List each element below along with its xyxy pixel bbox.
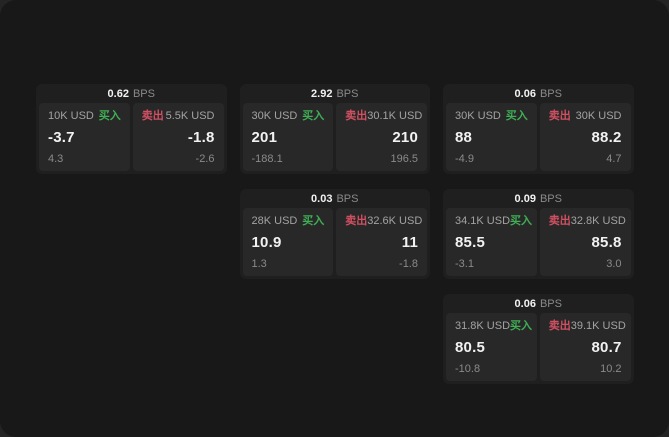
buy-panel[interactable]: 10K USD 买入 -3.7 4.3 [39, 103, 130, 171]
buy-delta: -10.8 [455, 363, 481, 375]
sell-amount: 30K USD [575, 110, 622, 122]
quote-card: 0.62 BPS 10K USD 买入 -3.7 4.3 卖出 5.5K USD [36, 84, 227, 174]
buy-sell-panels: 10K USD 买入 -3.7 4.3 卖出 5.5K USD -1.8 -2.… [39, 103, 224, 171]
quote-card: 0.06 BPS 30K USD 买入 88 -4.9 卖出 30K USD [443, 84, 634, 174]
buy-side-label: 买入 [505, 110, 528, 122]
bps-header: 2.92 BPS [243, 86, 428, 103]
buy-sell-panels: 34.1K USD 买入 85.5 -3.1 卖出 32.8K USD 85.8… [446, 208, 631, 276]
sell-panel[interactable]: 卖出 30.1K USD 210 196.5 [336, 103, 427, 171]
sell-price: 11 [401, 233, 418, 251]
buy-amount: 30K USD [251, 110, 298, 122]
bps-header: 0.06 BPS [446, 86, 631, 103]
sell-amount: 32.6K USD [367, 215, 423, 227]
buy-sell-panels: 30K USD 买入 88 -4.9 卖出 30K USD 88.2 4.7 [446, 103, 631, 171]
buy-delta: -4.9 [455, 153, 474, 165]
sell-side-label: 卖出 [141, 110, 164, 122]
buy-price: 85.5 [455, 233, 485, 251]
sell-amount: 32.8K USD [570, 215, 626, 227]
buy-delta: 4.3 [48, 153, 64, 165]
buy-delta: -188.1 [251, 153, 283, 165]
sell-amount: 5.5K USD [165, 110, 215, 122]
buy-sell-panels: 28K USD 买入 10.9 1.3 卖出 32.6K USD 11 -1.8 [242, 208, 427, 276]
sell-side-label: 卖出 [548, 110, 571, 122]
sell-delta: -1.8 [399, 258, 418, 270]
buy-price: 88 [455, 128, 473, 146]
sell-delta: -2.6 [195, 153, 215, 165]
sell-side-label: 卖出 [548, 320, 571, 332]
buy-panel[interactable]: 34.1K USD 买入 85.5 -3.1 [446, 208, 537, 276]
buy-side-label: 买入 [510, 215, 533, 227]
bps-unit-label: BPS [336, 88, 359, 100]
buy-amount: 34.1K USD [455, 215, 511, 227]
buy-amount: 28K USD [251, 215, 298, 227]
buy-sell-panels: 30K USD 买入 201 -188.1 卖出 30.1K USD 210 1… [242, 103, 427, 171]
sell-panel[interactable]: 卖出 30K USD 88.2 4.7 [539, 103, 631, 171]
bps-header: 0.09 BPS [446, 191, 631, 208]
sell-delta: 196.5 [390, 153, 418, 165]
buy-amount: 31.8K USD [455, 320, 511, 332]
bps-unit-label: BPS [336, 193, 359, 205]
buy-side-label: 买入 [302, 215, 325, 227]
bps-value: 0.06 [514, 88, 536, 100]
bps-unit-label: BPS [132, 88, 155, 100]
sell-delta: 10.2 [600, 363, 622, 375]
sell-price: 85.8 [591, 233, 622, 251]
sell-panel[interactable]: 卖出 39.1K USD 80.7 10.2 [539, 313, 631, 381]
bps-unit-label: BPS [539, 298, 562, 310]
buy-price: 201 [251, 128, 278, 146]
sell-price: 80.7 [591, 338, 622, 356]
quote-card: 2.92 BPS 30K USD 买入 201 -188.1 卖出 30.1K … [239, 84, 430, 174]
buy-panel[interactable]: 30K USD 买入 88 -4.9 [446, 103, 537, 171]
buy-panel[interactable]: 30K USD 买入 201 -188.1 [242, 103, 334, 171]
buy-side-label: 买入 [510, 320, 533, 332]
buy-side-label: 买入 [98, 110, 121, 122]
buy-panel[interactable]: 28K USD 买入 10.9 1.3 [242, 208, 334, 276]
bps-header: 0.62 BPS [39, 86, 224, 103]
bps-unit-label: BPS [539, 193, 562, 205]
sell-price: 210 [392, 128, 418, 146]
buy-amount: 10K USD [48, 110, 94, 122]
buy-delta: 1.3 [251, 258, 267, 270]
quote-card: 0.03 BPS 28K USD 买入 10.9 1.3 卖出 32.6K US… [239, 189, 430, 279]
buy-price: -3.7 [48, 128, 75, 146]
buy-sell-panels: 31.8K USD 买入 80.5 -10.8 卖出 39.1K USD 80.… [446, 313, 631, 381]
buy-amount: 30K USD [455, 110, 501, 122]
sell-panel[interactable]: 卖出 5.5K USD -1.8 -2.6 [132, 103, 224, 171]
sell-price: -1.8 [187, 128, 215, 146]
sell-amount: 39.1K USD [570, 320, 626, 332]
buy-price: 10.9 [251, 233, 282, 251]
bps-value: 2.92 [311, 88, 333, 100]
bps-value: 0.09 [514, 193, 536, 205]
buy-price: 80.5 [455, 338, 485, 356]
quote-card: 0.09 BPS 34.1K USD 买入 85.5 -3.1 卖出 32.8K… [443, 189, 634, 279]
bps-value: 0.06 [514, 298, 536, 310]
sell-amount: 30.1K USD [367, 110, 423, 122]
quote-card: 0.06 BPS 31.8K USD 买入 80.5 -10.8 卖出 39.1… [443, 294, 634, 384]
bps-value: 0.03 [311, 193, 333, 205]
sell-panel[interactable]: 卖出 32.6K USD 11 -1.8 [336, 208, 427, 276]
bps-unit-label: BPS [539, 88, 562, 100]
sell-price: 88.2 [591, 128, 622, 146]
buy-side-label: 买入 [302, 110, 325, 122]
buy-panel[interactable]: 31.8K USD 买入 80.5 -10.8 [446, 313, 537, 381]
bps-header: 0.03 BPS [243, 191, 428, 208]
sell-delta: 4.7 [606, 153, 622, 165]
sell-side-label: 卖出 [345, 215, 368, 227]
sell-side-label: 卖出 [345, 110, 368, 122]
buy-delta: -3.1 [455, 258, 474, 270]
bps-header: 0.06 BPS [446, 296, 631, 313]
bps-value: 0.62 [107, 88, 129, 100]
quote-card-grid: 0.62 BPS 10K USD 买入 -3.7 4.3 卖出 5.5K USD [36, 84, 634, 384]
sell-delta: 3.0 [606, 258, 622, 270]
sell-side-label: 卖出 [548, 215, 571, 227]
sell-panel[interactable]: 卖出 32.8K USD 85.8 3.0 [539, 208, 631, 276]
